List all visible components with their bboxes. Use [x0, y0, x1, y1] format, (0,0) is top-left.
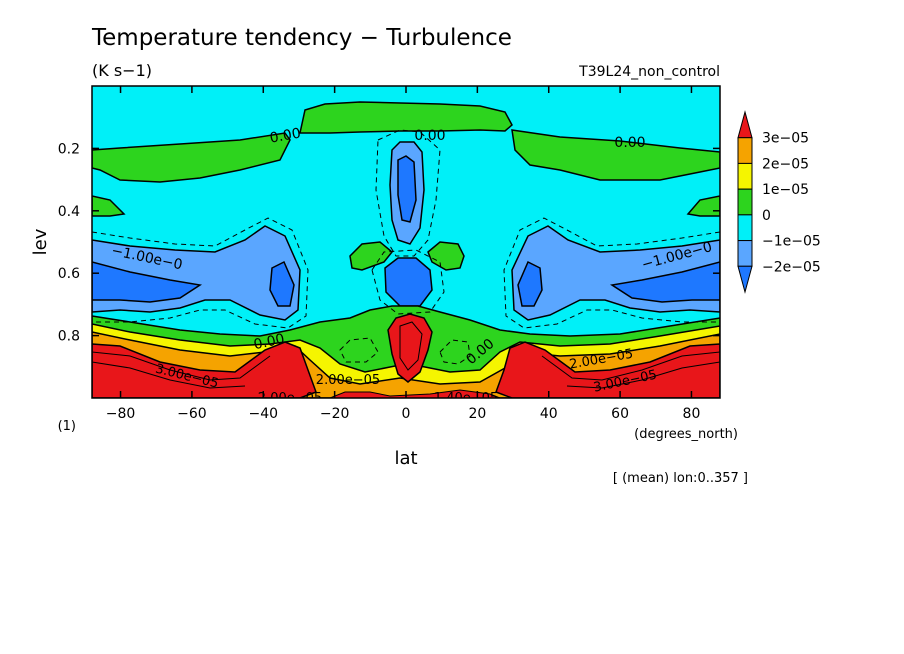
colorbar-label: −1e−05: [762, 234, 821, 250]
region-stratosphere-east: [511, 129, 720, 181]
y-tick-label: 0.8: [58, 329, 80, 345]
region-midlevel-cooling-west-core: [269, 260, 295, 307]
colorbar-swatch: [737, 265, 753, 294]
colorbar-label: −2e−05: [762, 259, 821, 275]
colorbar-label: 0: [762, 208, 771, 224]
y-axis: 0.2 0.4 0.6 0.8: [58, 141, 720, 345]
region-boundary-heating-west: [92, 341, 317, 398]
colorbar-label: 1e−05: [762, 182, 809, 198]
contour-label: 2.00e−05: [316, 373, 380, 388]
x-tick-label: 40: [540, 406, 558, 422]
x-tick-label: 20: [468, 406, 486, 422]
region-boundary-heating-east: [495, 341, 720, 398]
y-scale-note: (1): [58, 419, 76, 434]
x-tick-label: 60: [611, 406, 629, 422]
region-polar-west-positive: [92, 195, 126, 217]
x-tick-label: 80: [683, 406, 701, 422]
region-stratosphere-center: [299, 101, 513, 134]
contour-label: 1.40e−05: [434, 391, 498, 406]
colorbar-label: 3e−05: [762, 131, 809, 147]
colorbar-swatch: [737, 162, 753, 190]
contour-field: 0.00 0.00 0.00 0.00 0.00 −1.00e−0 −1.00e…: [92, 86, 720, 406]
region-midlevel-cooling-east-core: [517, 260, 543, 307]
y-tick-label: 0.6: [58, 266, 80, 282]
footer-note: [ (mean) lon:0..357 ]: [613, 471, 748, 486]
run-label: T39L24_non_control: [578, 64, 720, 80]
negative-contour-lines: [92, 129, 720, 365]
region-equatorial-midlevel-cooling: [384, 257, 433, 307]
region-stratosphere-west: [92, 132, 291, 183]
region-equatorial-surface-heating: [329, 389, 501, 398]
x-axis: −80 −60 −40 −20 0 20 40 60 80: [106, 86, 701, 422]
y-tick-label: 0.2: [58, 141, 80, 157]
x-axis-label: lat: [394, 448, 417, 469]
contour-label: 2.00e−05: [258, 391, 322, 406]
region-equatorial-boundary-heating: [387, 313, 433, 383]
colorbar-label: 2e−05: [762, 156, 809, 172]
colorbar-swatch: [737, 188, 753, 216]
x-tick-label: −40: [248, 406, 278, 422]
colorbar-swatch: [737, 110, 753, 139]
x-tick-label: −80: [106, 406, 136, 422]
colorbar-swatch: [737, 137, 753, 164]
region-equatorial-upper-cooling-core: [397, 155, 417, 223]
y-axis-label: lev: [30, 228, 51, 255]
colorbar-legend: 3e−05 2e−05 1e−05 0 −1e−05 −2e−05: [737, 110, 821, 294]
x-tick-label: −20: [320, 406, 350, 422]
positive-contour-lines: [92, 321, 720, 389]
colorbar-swatch: [737, 240, 753, 267]
region-polar-east-positive: [686, 195, 720, 217]
contour-label: 0.00: [269, 125, 302, 146]
region-equatorial-green-east: [427, 241, 465, 271]
contour-label: 0.00: [252, 331, 286, 353]
region-midlevel-cooling-west-inner: [92, 261, 203, 303]
x-tick-label: 0: [402, 406, 411, 422]
x-tick-label: −60: [177, 406, 207, 422]
y-tick-label: 0.4: [58, 204, 80, 220]
x-units-label: (degrees_north): [634, 427, 738, 442]
units-label: (K s−1): [92, 61, 152, 80]
region-equatorial-green-west: [349, 241, 394, 271]
colorbar-swatch: [737, 214, 753, 242]
contour-label: 0.00: [414, 128, 445, 144]
contour-label: 0.00: [614, 135, 645, 151]
region-midlevel-cooling-east-inner: [609, 261, 720, 303]
chart-title: Temperature tendency − Turbulence: [91, 25, 512, 51]
